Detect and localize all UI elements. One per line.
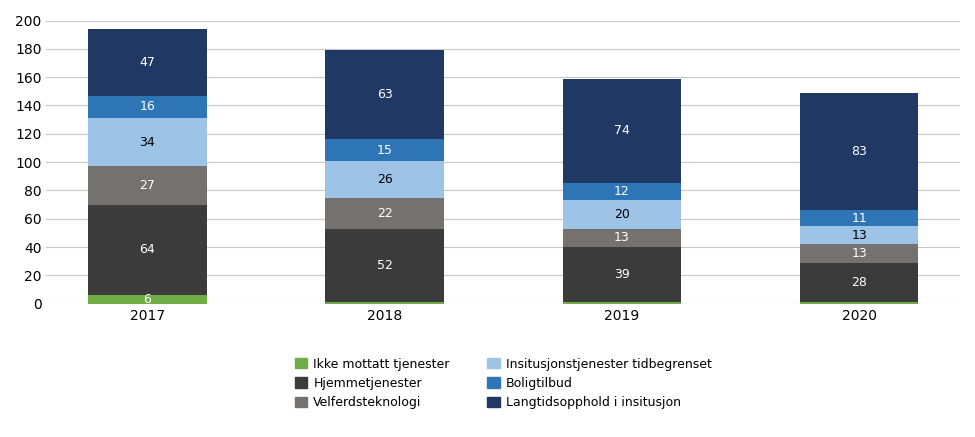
Text: 26: 26: [376, 173, 392, 186]
Bar: [563, 79, 682, 184]
Bar: [326, 50, 444, 139]
Text: 13: 13: [851, 247, 867, 260]
Bar: [88, 295, 207, 304]
Text: 13: 13: [614, 232, 630, 244]
Text: 22: 22: [376, 207, 392, 220]
Text: 47: 47: [139, 56, 155, 69]
Bar: [800, 302, 918, 304]
Text: 39: 39: [614, 268, 630, 281]
Text: 27: 27: [139, 179, 155, 192]
Bar: [326, 302, 444, 304]
Bar: [800, 263, 918, 302]
Text: 34: 34: [139, 136, 155, 149]
Bar: [800, 244, 918, 263]
Bar: [563, 247, 682, 302]
Bar: [326, 198, 444, 229]
Text: 16: 16: [139, 101, 155, 113]
Bar: [326, 229, 444, 302]
Bar: [88, 205, 207, 295]
Bar: [563, 302, 682, 304]
Legend: Ikke mottatt tjenester, Hjemmetjenester, Velferdsteknologi, Insitusjonstjenester: Ikke mottatt tjenester, Hjemmetjenester,…: [290, 353, 717, 414]
Text: 74: 74: [614, 125, 630, 138]
Text: 13: 13: [851, 229, 867, 242]
Bar: [563, 184, 682, 201]
Text: 20: 20: [614, 208, 630, 221]
Text: 52: 52: [376, 259, 393, 272]
Bar: [88, 96, 207, 118]
Bar: [88, 166, 207, 205]
Text: 83: 83: [851, 145, 867, 158]
Text: 63: 63: [376, 88, 392, 101]
Text: 64: 64: [139, 243, 155, 257]
Bar: [88, 29, 207, 96]
Bar: [800, 210, 918, 226]
Bar: [800, 93, 918, 210]
Bar: [326, 139, 444, 161]
Text: 15: 15: [376, 144, 393, 156]
Text: 12: 12: [614, 185, 630, 198]
Text: 11: 11: [851, 212, 867, 225]
Bar: [326, 161, 444, 198]
Text: 6: 6: [143, 293, 151, 306]
Bar: [563, 201, 682, 229]
Bar: [88, 118, 207, 166]
Text: 28: 28: [851, 276, 867, 289]
Bar: [563, 229, 682, 247]
Bar: [800, 226, 918, 244]
